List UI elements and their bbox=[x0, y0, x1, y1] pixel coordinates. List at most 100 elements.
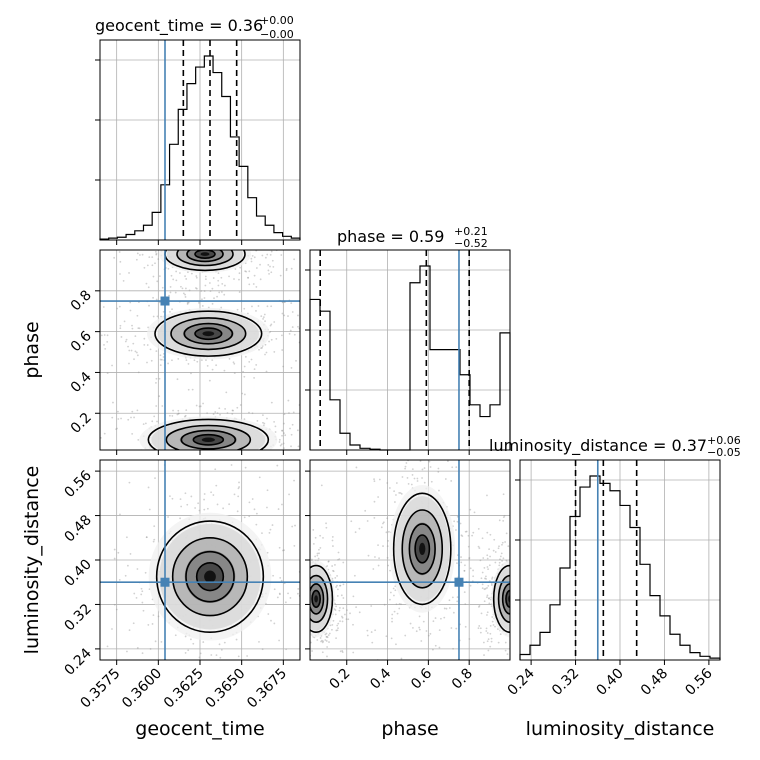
sample-dot bbox=[193, 462, 195, 464]
contour-line bbox=[154, 310, 263, 357]
sample-dot bbox=[166, 238, 168, 240]
sample-dot bbox=[213, 242, 215, 244]
sample-dot bbox=[468, 638, 471, 640]
sample-dot bbox=[394, 589, 397, 592]
sample-dot bbox=[304, 595, 306, 597]
sample-dot bbox=[542, 585, 544, 587]
sample-dot bbox=[216, 452, 218, 454]
sample-dot bbox=[395, 603, 398, 606]
sample-dot bbox=[111, 628, 113, 630]
sample-dot bbox=[325, 640, 328, 642]
sample-dot bbox=[205, 245, 207, 247]
sample-dot bbox=[284, 601, 287, 604]
sample-dot bbox=[464, 564, 466, 567]
sample-dot bbox=[395, 643, 397, 646]
sample-dot bbox=[480, 612, 483, 615]
sample-dot bbox=[334, 613, 337, 616]
sample-dot bbox=[521, 543, 523, 545]
sample-dot bbox=[154, 640, 157, 643]
sample-dot bbox=[119, 324, 122, 327]
sample-dot bbox=[189, 219, 191, 221]
sample-dot bbox=[184, 232, 186, 234]
sample-dot bbox=[307, 618, 309, 620]
sample-dot bbox=[142, 609, 145, 612]
sample-dot bbox=[133, 358, 135, 361]
sample-dot bbox=[129, 301, 132, 304]
sample-dot bbox=[469, 508, 472, 511]
sample-dot bbox=[194, 507, 197, 509]
sample-dot bbox=[318, 552, 320, 555]
sample-dot bbox=[331, 565, 334, 567]
sample-dot bbox=[248, 411, 250, 414]
sample-dot bbox=[337, 588, 339, 591]
sample-dot bbox=[513, 595, 515, 597]
sample-dot bbox=[513, 576, 515, 578]
sample-dot bbox=[293, 544, 296, 547]
y-tick-label: 0.8 bbox=[68, 287, 95, 314]
title-phase-plus: +0.21 bbox=[454, 225, 488, 238]
sample-dot bbox=[301, 563, 303, 565]
sample-dot bbox=[241, 392, 244, 395]
sample-dot bbox=[238, 278, 240, 281]
sample-dot bbox=[485, 575, 487, 578]
sample-dot bbox=[160, 454, 162, 456]
sample-dot bbox=[518, 608, 520, 610]
sample-dot bbox=[223, 641, 226, 644]
contour-line bbox=[165, 424, 252, 450]
sample-dot bbox=[296, 606, 298, 608]
sample-dot bbox=[210, 457, 212, 459]
sample-dot bbox=[100, 334, 103, 337]
sample-dot bbox=[400, 492, 403, 495]
sample-dot bbox=[479, 627, 482, 630]
sample-dot bbox=[189, 247, 191, 249]
sample-dot bbox=[293, 258, 296, 261]
sample-dot bbox=[306, 587, 308, 589]
sample-dot bbox=[200, 290, 203, 292]
sample-dot bbox=[504, 541, 506, 543]
sample-dot bbox=[202, 641, 205, 643]
sample-dot bbox=[502, 557, 505, 560]
sample-dot bbox=[136, 252, 139, 255]
sample-dot bbox=[513, 595, 515, 597]
sample-dot bbox=[282, 442, 285, 445]
sample-dot bbox=[248, 665, 250, 667]
sample-dot bbox=[112, 401, 114, 404]
sample-dot bbox=[546, 591, 548, 593]
sample-dot bbox=[485, 627, 488, 630]
sample-dot bbox=[293, 617, 295, 619]
sample-dot bbox=[136, 646, 139, 649]
sample-dot bbox=[195, 287, 197, 289]
sample-dot bbox=[143, 343, 146, 346]
sample-dot bbox=[491, 577, 493, 580]
x-tick-label: 0.4 bbox=[367, 665, 394, 692]
contour-line bbox=[497, 574, 510, 624]
sample-dot bbox=[256, 419, 259, 422]
sample-dot bbox=[221, 247, 223, 249]
sample-dot bbox=[238, 456, 240, 458]
sample-dot bbox=[190, 495, 193, 498]
x-tick-label: 0.56 bbox=[682, 665, 715, 698]
sample-dot bbox=[341, 430, 343, 432]
sample-dot bbox=[294, 590, 296, 592]
sample-dot bbox=[423, 467, 426, 469]
sample-dot bbox=[504, 641, 507, 644]
sample-dot bbox=[297, 325, 299, 328]
sample-dot bbox=[186, 451, 188, 453]
sample-dot bbox=[405, 462, 408, 464]
sample-dot bbox=[130, 416, 132, 419]
sample-dot bbox=[302, 589, 304, 591]
sample-dot bbox=[257, 305, 260, 307]
sample-dot bbox=[215, 654, 218, 657]
sample-dot bbox=[236, 406, 239, 409]
sample-dot bbox=[443, 607, 446, 610]
sample-dot bbox=[468, 557, 471, 560]
sample-dot bbox=[237, 655, 240, 658]
sample-dot bbox=[185, 230, 187, 232]
sample-dot bbox=[243, 418, 246, 421]
sample-dot bbox=[202, 230, 204, 232]
sample-dot bbox=[498, 662, 500, 664]
sample-dot bbox=[129, 553, 132, 555]
sample-dot bbox=[139, 254, 141, 256]
sample-dot bbox=[281, 301, 284, 304]
sample-dot bbox=[294, 551, 296, 553]
